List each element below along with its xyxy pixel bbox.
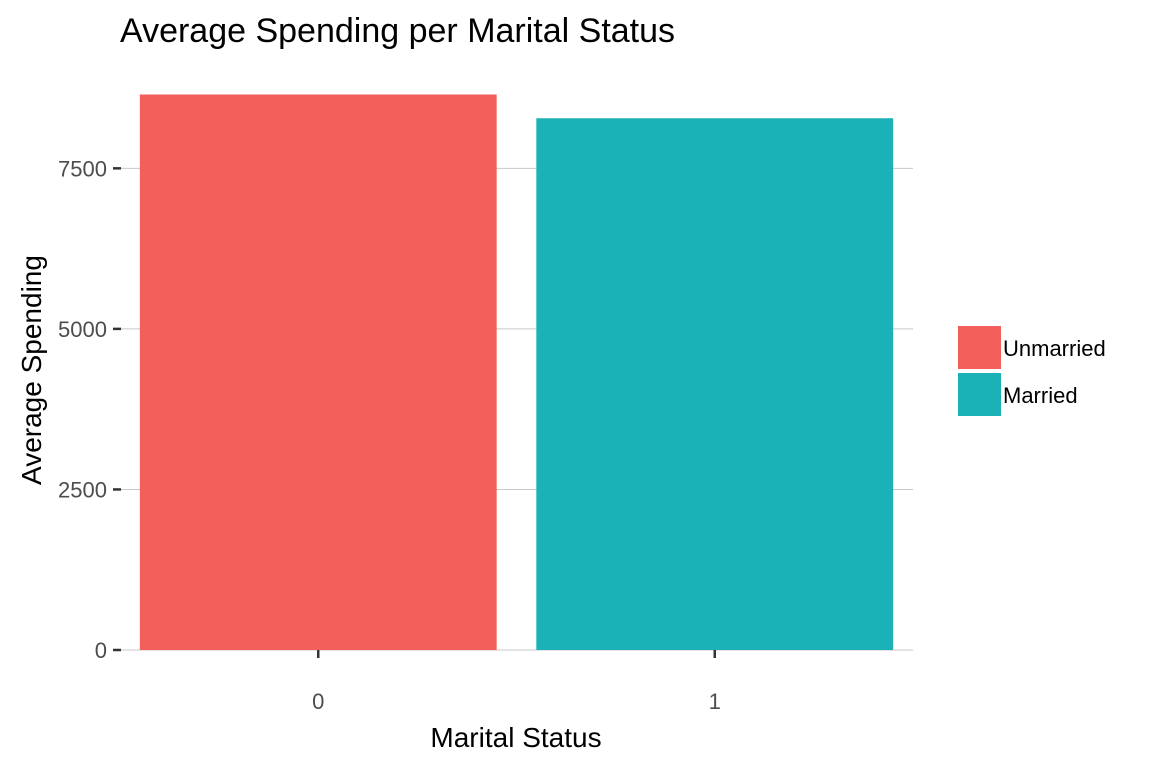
bars [139, 94, 894, 651]
bar-0 [139, 94, 497, 650]
x-tick-label: 0 [312, 689, 324, 714]
y-tick-label: 7500 [58, 156, 107, 181]
legend-swatch [958, 326, 1001, 369]
x-axis-title: Marital Status [430, 722, 601, 753]
x-tick-label: 1 [709, 689, 721, 714]
chart-title: Average Spending per Marital Status [120, 12, 675, 50]
y-axis-title: Average Spending [16, 255, 47, 485]
y-tick-label: 2500 [58, 477, 107, 502]
bar-1 [536, 118, 894, 651]
legend-swatch [958, 373, 1001, 416]
y-tick-label: 5000 [58, 317, 107, 342]
legend-label: Unmarried [1003, 336, 1106, 361]
y-tick-label: 0 [95, 638, 107, 663]
y-axis: 0 2500 5000 7500 [58, 156, 121, 663]
legend: Unmarried Married [958, 326, 1106, 416]
legend-label: Married [1003, 383, 1078, 408]
